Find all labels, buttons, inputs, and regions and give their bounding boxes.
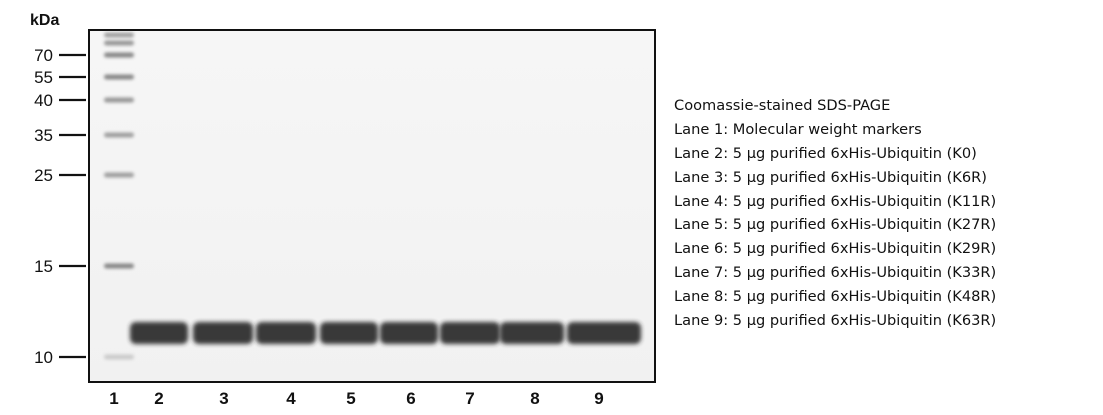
lane-number: 5: [346, 389, 355, 408]
lane-number: 2: [154, 389, 163, 408]
marker-label: 10: [34, 348, 53, 367]
legend-line: Lane 9: 5 µg purified 6xHis-Ubiquitin (K…: [674, 312, 997, 330]
lane-number: 8: [530, 389, 539, 408]
ladder-band: [104, 172, 134, 178]
molecular-weight-markers: 70 55 40 35 25 15 10: [34, 46, 86, 367]
legend-line: Lane 2: 5 µg purified 6xHis-Ubiquitin (K…: [674, 144, 977, 162]
ladder-band: [104, 32, 134, 38]
protein-band: [130, 322, 188, 344]
ladder-band: [104, 354, 134, 360]
legend-line: Lane 1: Molecular weight markers: [674, 120, 922, 138]
legend-line: Lane 6: 5 µg purified 6xHis-Ubiquitin (K…: [674, 240, 997, 258]
ladder-band: [104, 74, 134, 80]
legend-line: Lane 7: 5 µg purified 6xHis-Ubiquitin (K…: [674, 264, 997, 282]
legend-line: Lane 4: 5 µg purified 6xHis-Ubiquitin (K…: [674, 192, 997, 210]
ladder-band: [104, 263, 134, 269]
protein-band: [440, 322, 500, 344]
marker-label: 35: [34, 126, 53, 145]
figure-legend: Coomassie-stained SDS-PAGE Lane 1: Molec…: [674, 94, 1103, 333]
kda-unit-label: kDa: [30, 12, 59, 29]
protein-bands: [130, 322, 641, 344]
ladder-band: [104, 52, 134, 58]
lane-number: 9: [594, 389, 603, 408]
lane-number: 4: [286, 389, 296, 408]
ladder-lane: [104, 32, 134, 360]
ladder-band: [104, 40, 134, 46]
protein-band: [500, 322, 564, 344]
lane-number: 7: [465, 389, 474, 408]
lane-number: 3: [219, 389, 228, 408]
protein-band: [193, 322, 253, 344]
protein-band: [567, 322, 641, 344]
marker-label: 70: [34, 46, 53, 65]
lane-numbers: 1 2 3 4 5 6 7 8 9: [109, 389, 603, 408]
legend-line: Lane 5: 5 µg purified 6xHis-Ubiquitin (K…: [674, 216, 997, 234]
legend-line: Lane 3: 5 µg purified 6xHis-Ubiquitin (K…: [674, 168, 987, 186]
marker-label: 55: [34, 68, 53, 87]
marker-label: 40: [34, 91, 53, 110]
ladder-band: [104, 132, 134, 138]
legend-title: Coomassie-stained SDS-PAGE: [674, 97, 891, 114]
lane-number: 6: [406, 389, 415, 408]
protein-band: [380, 322, 438, 344]
legend-line: Lane 8: 5 µg purified 6xHis-Ubiquitin (K…: [674, 288, 997, 306]
marker-label: 15: [34, 257, 53, 276]
lane-number: 1: [109, 389, 118, 408]
protein-band: [256, 322, 316, 344]
marker-label: 25: [34, 166, 53, 185]
protein-band: [320, 322, 378, 344]
ladder-band: [104, 97, 134, 103]
